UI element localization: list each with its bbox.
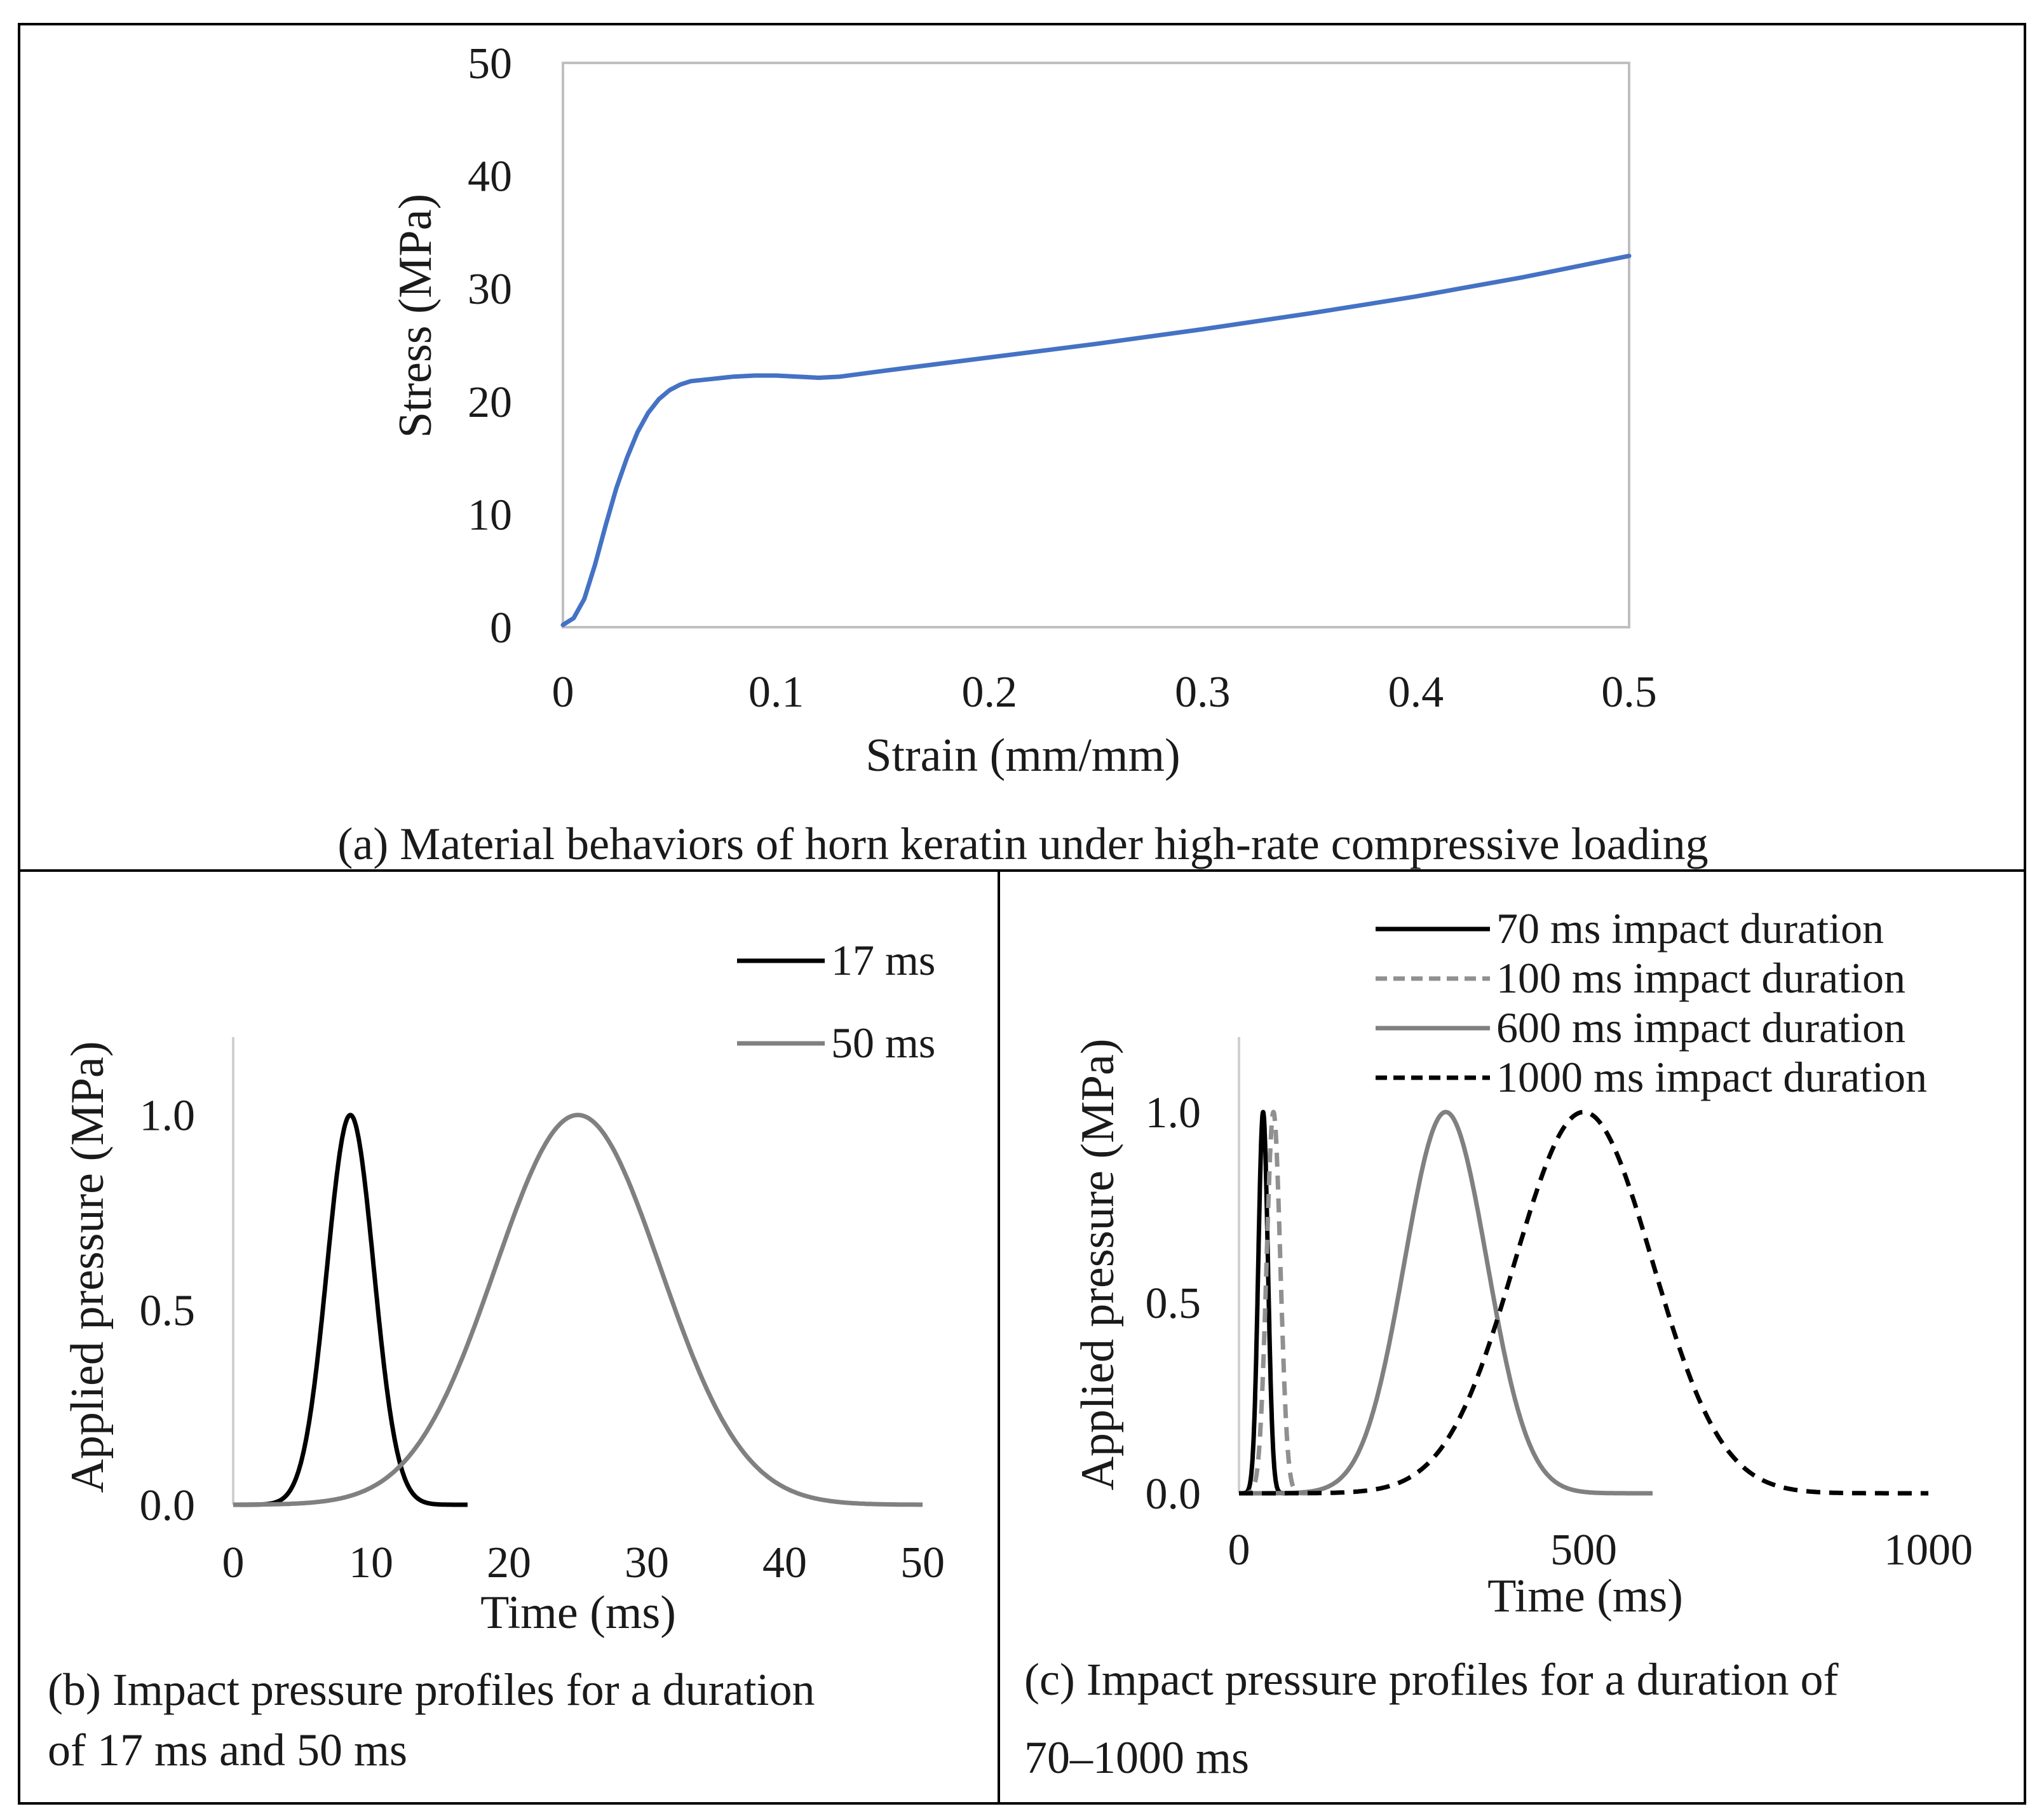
panel-c-x-tick-label: 0 [1228, 1526, 1250, 1575]
panel-c-x-ticks: 0 500 1000 [1228, 1526, 1973, 1575]
panel-b-series-2-line [233, 1113, 923, 1507]
panel-b-y-tick-label: 0.0 [140, 1481, 196, 1530]
panel-a-stress-strain: 0 10 20 30 40 50 0 0.1 0.2 0.3 0.4 0.5 Strain (mm/… [337, 39, 1708, 869]
panel-c-series-lines [1236, 1109, 1929, 1496]
panel-a-x-tick-label: 0.5 [1601, 668, 1657, 717]
panel-a-y-tick-label: 30 [468, 265, 512, 314]
panel-b-series-lines [231, 1113, 923, 1507]
panel-c-y-tick-label: 0.5 [1146, 1279, 1201, 1328]
panel-b-y-tick-label: 0.5 [140, 1286, 196, 1335]
panel-a-plot-area [562, 62, 1630, 628]
panel-c-series-3-line [1238, 1109, 1654, 1496]
panel-b-legend: 17 ms 50 ms [737, 936, 935, 1067]
panel-c-y-tick-label: 1.0 [1146, 1089, 1201, 1137]
panel-b-x-axis-title: Time (ms) [480, 1587, 676, 1639]
panel-c-legend-label-3: 600 ms impact duration [1496, 1003, 1905, 1052]
panel-a-x-tick-label: 0.1 [748, 668, 804, 717]
panel-a-y-axis-title: Stress (MPa) [389, 194, 442, 438]
panel-a-y-tick-label: 20 [468, 378, 512, 427]
panel-a-y-tick-label: 40 [468, 153, 512, 201]
panel-a-x-tick-label: 0.2 [961, 668, 1017, 717]
panel-a-x-tick-label: 0 [552, 668, 574, 717]
panel-a-caption: (a) Material behaviors of horn keratin u… [337, 818, 1708, 869]
panel-b-x-ticks: 0 10 20 30 40 50 [222, 1538, 945, 1587]
panel-c-legend-label-4: 1000 ms impact duration [1496, 1053, 1927, 1101]
panel-b-legend-label-1: 17 ms [831, 936, 935, 984]
panel-c-x-axis-title: Time (ms) [1487, 1570, 1683, 1622]
panel-b-y-tick-label: 1.0 [140, 1092, 196, 1141]
panel-b-caption-line-1: (b) Impact pressure profiles for a durat… [48, 1664, 815, 1715]
panel-b-x-tick-label: 30 [625, 1538, 669, 1587]
panel-b-x-tick-label: 50 [900, 1538, 945, 1587]
panel-c-caption-line-1: (c) Impact pressure profiles for a durat… [1024, 1654, 1839, 1705]
panel-a-y-tick-label: 10 [468, 491, 512, 539]
panel-c-legend-label-1: 70 ms impact duration [1496, 904, 1884, 953]
panel-a-y-tick-label: 50 [468, 39, 512, 88]
panel-b-x-tick-label: 40 [762, 1538, 807, 1587]
panel-b-pressure-17-50: 0.0 0.5 1.0 0 10 20 30 40 50 17 ms 50 ms Time (m… [48, 936, 945, 1775]
panel-b-legend-label-2: 50 ms [831, 1019, 935, 1067]
panel-a-y-ticks: 0 10 20 30 40 50 [468, 39, 512, 653]
panel-a-x-ticks: 0 0.1 0.2 0.3 0.4 0.5 [552, 668, 1657, 717]
panel-c-y-tick-label: 0.0 [1146, 1470, 1201, 1519]
panel-a-x-tick-label: 0.4 [1388, 668, 1444, 717]
panel-c-legend-label-2: 100 ms impact duration [1496, 954, 1905, 1002]
panel-c-caption-line-2: 70–1000 ms [1024, 1732, 1249, 1783]
panel-c-y-ticks: 0.0 0.5 1.0 [1146, 1089, 1201, 1519]
panel-c-pressure-70-1000: 0.0 0.5 1.0 0 500 1000 70 ms impact duration… [1024, 904, 1973, 1783]
panel-c-x-tick-label: 1000 [1884, 1526, 1973, 1575]
figure-frame [18, 23, 2026, 1805]
panel-a-x-tick-label: 0.3 [1175, 668, 1231, 717]
panel-c-x-tick-label: 500 [1550, 1526, 1617, 1575]
panel-b-series-1-line [231, 1113, 470, 1507]
panel-c-series-4-line [1238, 1109, 1929, 1496]
panel-a-series-line [560, 254, 1632, 627]
panel-b-caption-line-2: of 17 ms and 50 ms [48, 1725, 407, 1775]
panel-b-x-tick-label: 0 [222, 1538, 245, 1587]
panel-a-x-axis-title: Strain (mm/mm) [865, 729, 1180, 782]
panel-b-x-tick-label: 20 [487, 1538, 531, 1587]
panel-b-y-axis-title: Applied pressure (MPa) [62, 1041, 114, 1493]
panel-b-x-tick-label: 10 [349, 1538, 393, 1587]
panel-c-y-axis-title: Applied pressure (MPa) [1072, 1038, 1124, 1490]
panel-a-y-tick-label: 0 [490, 604, 512, 653]
panel-b-y-ticks: 0.0 0.5 1.0 [140, 1092, 196, 1530]
